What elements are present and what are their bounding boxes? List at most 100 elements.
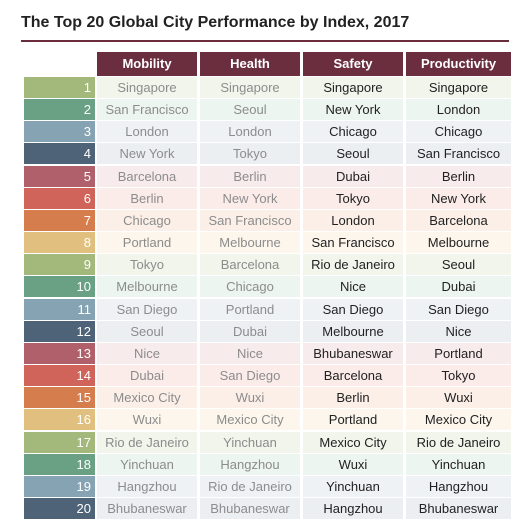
cell-safety: Portland xyxy=(303,409,403,431)
cell-mobility: Tokyo xyxy=(97,254,197,276)
cell-productivity: New York xyxy=(406,187,511,209)
cell-productivity: Singapore xyxy=(406,77,511,98)
rank-cell: 13 xyxy=(24,342,95,364)
cell-safety: Rio de Janeiro xyxy=(303,254,403,276)
cell-productivity: Rio de Janeiro xyxy=(406,431,511,453)
cell-health: Mexico City xyxy=(200,409,300,431)
table-row: 11 San Diego Portland San Diego San Diego xyxy=(24,298,511,320)
table-row: 2 San Francisco Seoul New York London xyxy=(24,99,511,121)
cell-productivity: Chicago xyxy=(406,121,511,143)
table-row: 19 Hangzhou Rio de Janeiro Yinchuan Hangzhou xyxy=(24,475,511,497)
cell-health: Tokyo xyxy=(200,143,300,165)
cell-safety: San Diego xyxy=(303,298,403,320)
cell-productivity: Nice xyxy=(406,320,511,342)
table-row: 10 Melbourne Chicago Nice Dubai xyxy=(24,276,511,298)
rank-cell: 16 xyxy=(24,409,95,431)
rank-cell: 15 xyxy=(24,387,95,409)
cell-mobility: Berlin xyxy=(97,187,197,209)
cell-mobility: Hangzhou xyxy=(97,475,197,497)
cell-safety: Bhubaneswar xyxy=(303,342,403,364)
cell-mobility: Barcelona xyxy=(97,165,197,187)
table-row: 15 Mexico City Wuxi Berlin Wuxi xyxy=(24,387,511,409)
cell-health: San Diego xyxy=(200,365,300,387)
cell-safety: Mexico City xyxy=(303,431,403,453)
cell-productivity: Barcelona xyxy=(406,209,511,231)
cell-productivity: Hangzhou xyxy=(406,475,511,497)
cell-productivity: Dubai xyxy=(406,276,511,298)
table-row: 17 Rio de Janeiro Yinchuan Mexico City Rio d… xyxy=(24,431,511,453)
cell-productivity: San Francisco xyxy=(406,143,511,165)
cell-mobility: Nice xyxy=(97,342,197,364)
header-health: Health xyxy=(200,52,300,76)
rank-cell: 20 xyxy=(24,497,95,519)
cell-mobility: Yinchuan xyxy=(97,453,197,475)
cell-health: Melbourne xyxy=(200,232,300,254)
cell-safety: Chicago xyxy=(303,121,403,143)
cell-mobility: Wuxi xyxy=(97,409,197,431)
cell-productivity: Mexico City xyxy=(406,409,511,431)
cell-mobility: Rio de Janeiro xyxy=(97,431,197,453)
rank-cell: 12 xyxy=(24,320,95,342)
cell-mobility: Portland xyxy=(97,232,197,254)
cell-health: Barcelona xyxy=(200,254,300,276)
rank-cell: 2 xyxy=(24,99,95,121)
page-title: The Top 20 Global City Performance by In… xyxy=(21,14,410,31)
header-mobility: Mobility xyxy=(97,52,197,76)
table-row: 16 Wuxi Mexico City Portland Mexico City xyxy=(24,409,511,431)
cell-health: Chicago xyxy=(200,276,300,298)
rank-cell: 4 xyxy=(24,143,95,165)
table-row: 12 Seoul Dubai Melbourne Nice xyxy=(24,320,511,342)
rank-cell: 19 xyxy=(24,475,95,497)
cell-mobility: Seoul xyxy=(97,320,197,342)
cell-safety: Tokyo xyxy=(303,187,403,209)
table-row: 14 Dubai San Diego Barcelona Tokyo xyxy=(24,365,511,387)
rank-cell: 6 xyxy=(24,187,95,209)
table-body: 1 Singapore Singapore Singapore Singapore 2 Sa… xyxy=(24,77,511,519)
cell-productivity: San Diego xyxy=(406,298,511,320)
cell-health: Seoul xyxy=(200,99,300,121)
table-row: 20 Bhubaneswar Bhubaneswar Hangzhou Bhubanes… xyxy=(24,497,511,519)
cell-productivity: Portland xyxy=(406,342,511,364)
cell-safety: Nice xyxy=(303,276,403,298)
cell-health: Singapore xyxy=(200,77,300,98)
cell-safety: Wuxi xyxy=(303,453,403,475)
cell-safety: New York xyxy=(303,99,403,121)
table-row: 7 Chicago San Francisco London Barcelona xyxy=(24,209,511,231)
rank-cell: 5 xyxy=(24,165,95,187)
rank-cell: 18 xyxy=(24,453,95,475)
cell-health: Berlin xyxy=(200,165,300,187)
rank-cell: 1 xyxy=(24,77,95,98)
title-divider xyxy=(21,40,509,42)
cell-safety: Singapore xyxy=(303,77,403,98)
cell-health: San Francisco xyxy=(200,209,300,231)
rank-cell: 17 xyxy=(24,431,95,453)
cell-mobility: London xyxy=(97,121,197,143)
cell-health: Yinchuan xyxy=(200,431,300,453)
cell-mobility: Bhubaneswar xyxy=(97,497,197,519)
table-row: 9 Tokyo Barcelona Rio de Janeiro Seoul xyxy=(24,254,511,276)
header-productivity: Productivity xyxy=(406,52,511,76)
table-row: 4 New York Tokyo Seoul San Francisco xyxy=(24,143,511,165)
cell-mobility: Chicago xyxy=(97,209,197,231)
cell-health: Portland xyxy=(200,298,300,320)
ranking-table: Mobility Health Safety Productivity 1 Sin… xyxy=(24,52,511,519)
cell-health: Dubai xyxy=(200,320,300,342)
cell-health: Bhubaneswar xyxy=(200,497,300,519)
cell-productivity: Melbourne xyxy=(406,232,511,254)
cell-mobility: Mexico City xyxy=(97,387,197,409)
cell-health: Rio de Janeiro xyxy=(200,475,300,497)
cell-mobility: Melbourne xyxy=(97,276,197,298)
cell-mobility: Singapore xyxy=(97,77,197,98)
cell-productivity: London xyxy=(406,99,511,121)
cell-safety: Berlin xyxy=(303,387,403,409)
cell-productivity: Bhubaneswar xyxy=(406,497,511,519)
cell-safety: Yinchuan xyxy=(303,475,403,497)
cell-productivity: Berlin xyxy=(406,165,511,187)
cell-mobility: Dubai xyxy=(97,365,197,387)
table-row: 13 Nice Nice Bhubaneswar Portland xyxy=(24,342,511,364)
cell-mobility: San Diego xyxy=(97,298,197,320)
cell-health: New York xyxy=(200,187,300,209)
cell-safety: London xyxy=(303,209,403,231)
rank-cell: 14 xyxy=(24,365,95,387)
table-row: 1 Singapore Singapore Singapore Singapore xyxy=(24,77,511,98)
